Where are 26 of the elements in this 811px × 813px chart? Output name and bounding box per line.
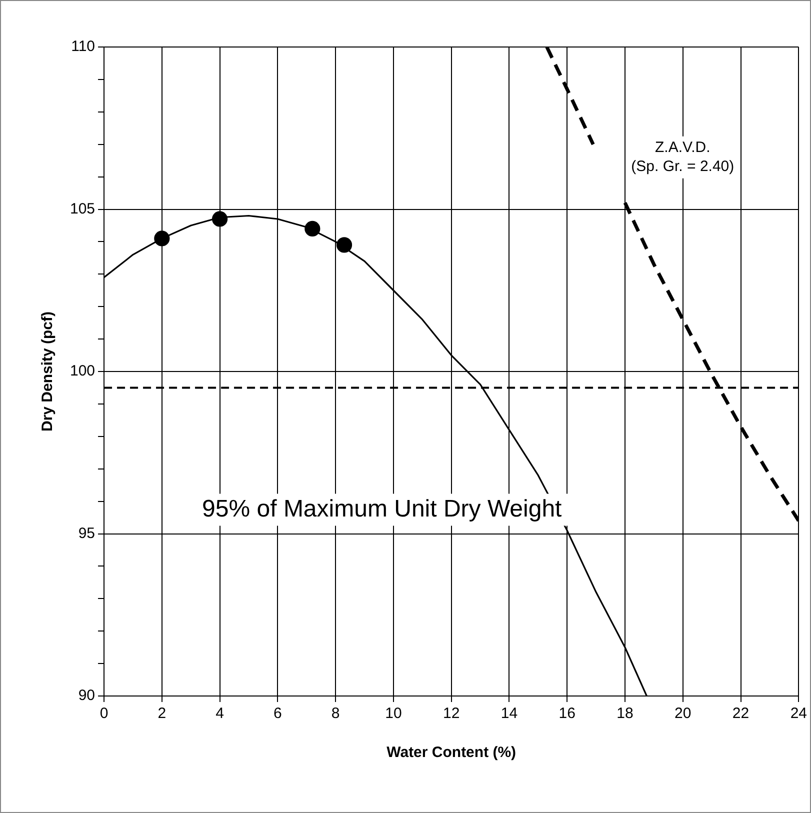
y-axis-title: Dry Density (pcf) (39, 311, 56, 432)
x-tick-label: 8 (331, 705, 340, 722)
point (304, 220, 320, 237)
y-tick-label: 105 (70, 200, 96, 218)
y-tick-label: 100 (70, 362, 96, 380)
x-tick-label: 18 (616, 705, 634, 722)
y-tick-label: 95 (78, 524, 96, 542)
x-tick-label: 24 (790, 705, 807, 722)
y-tick-label: 90 (78, 687, 96, 704)
annotation: Z.A.V.D. (Sp. Gr. = 2.40) (631, 138, 734, 175)
point (154, 230, 170, 246)
x-tick-label: 0 (100, 705, 108, 722)
x-axis-title: Water Content (%) (386, 744, 516, 762)
point (336, 237, 352, 253)
ref-line-label: 95% of Maximum Unit Dry Weight (202, 495, 562, 522)
x-tick-label: 22 (732, 705, 750, 722)
x-tick-label: 4 (216, 705, 224, 722)
x-tick-label: 12 (443, 705, 460, 722)
x-tick-label: 14 (500, 705, 518, 722)
x-tick-label: 16 (558, 705, 576, 722)
x-tick-label: 2 (158, 705, 166, 722)
x-tick-label: 10 (385, 705, 402, 722)
x-tick-label: 20 (674, 705, 692, 722)
point (212, 211, 228, 227)
x-tick-label: 6 (274, 705, 282, 722)
y-tick-label: 110 (71, 38, 96, 56)
